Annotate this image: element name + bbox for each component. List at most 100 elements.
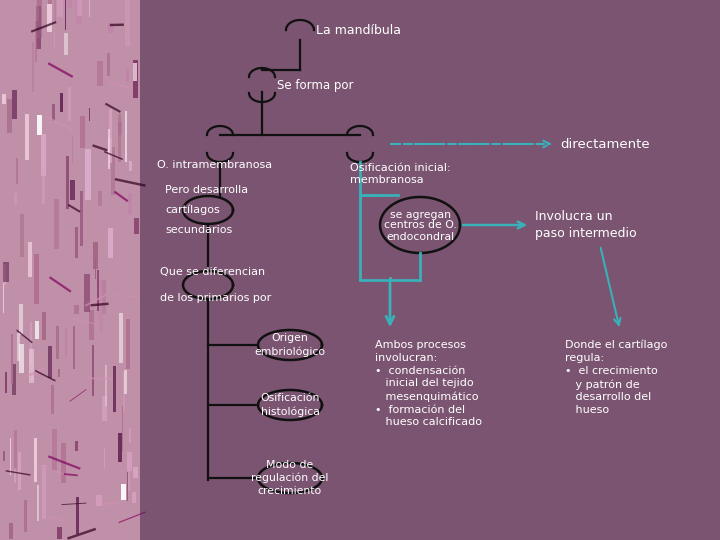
Bar bbox=[108, 138, 112, 153]
Bar bbox=[47, 4, 53, 32]
Bar bbox=[24, 114, 29, 160]
Bar bbox=[96, 62, 103, 86]
Bar bbox=[121, 484, 126, 500]
Bar bbox=[80, 116, 85, 148]
Bar bbox=[127, 69, 129, 82]
Bar bbox=[24, 500, 27, 532]
Bar bbox=[75, 441, 78, 451]
Bar bbox=[37, 114, 42, 134]
Bar bbox=[129, 161, 132, 171]
Bar bbox=[19, 305, 22, 335]
Bar bbox=[98, 191, 102, 206]
Bar bbox=[96, 495, 102, 506]
Text: se agregan: se agregan bbox=[390, 210, 451, 220]
Bar bbox=[133, 60, 138, 98]
Bar bbox=[41, 134, 45, 176]
Text: Osificación inicial:
membranosa: Osificación inicial: membranosa bbox=[350, 163, 451, 185]
Bar bbox=[27, 242, 32, 276]
Bar bbox=[71, 180, 76, 200]
Bar bbox=[2, 94, 6, 104]
Bar bbox=[65, 0, 66, 30]
Bar bbox=[125, 111, 127, 163]
Bar bbox=[14, 193, 17, 205]
Bar bbox=[42, 312, 45, 340]
Bar bbox=[35, 438, 37, 482]
Bar bbox=[54, 0, 56, 22]
Bar bbox=[127, 319, 130, 369]
Bar bbox=[127, 472, 128, 501]
Bar bbox=[109, 109, 112, 163]
Bar bbox=[128, 193, 132, 214]
Bar bbox=[48, 346, 52, 378]
Bar bbox=[102, 396, 107, 421]
Text: Que se diferencian: Que se diferencian bbox=[160, 267, 265, 277]
Bar bbox=[18, 452, 21, 490]
Text: Involucra un
paso intermedio: Involucra un paso intermedio bbox=[535, 211, 636, 240]
Bar bbox=[54, 199, 59, 249]
Bar bbox=[53, 429, 57, 471]
Bar bbox=[14, 468, 16, 483]
Text: Modo de
regulación del
crecimiento: Modo de regulación del crecimiento bbox=[251, 460, 329, 496]
Bar bbox=[80, 191, 83, 246]
Bar bbox=[133, 467, 138, 477]
Bar bbox=[134, 218, 139, 234]
Bar bbox=[102, 280, 106, 314]
Bar bbox=[35, 321, 39, 339]
Bar bbox=[29, 349, 34, 383]
Bar bbox=[125, 0, 130, 46]
Bar bbox=[61, 443, 66, 483]
Bar bbox=[68, 87, 71, 122]
Bar bbox=[108, 129, 109, 170]
Bar bbox=[72, 136, 73, 164]
Bar bbox=[3, 264, 6, 285]
Text: de los primarios por: de los primarios por bbox=[160, 293, 271, 303]
Text: Pero desarrolla: Pero desarrolla bbox=[165, 185, 248, 195]
Bar bbox=[119, 314, 123, 363]
Bar bbox=[75, 227, 78, 258]
Bar bbox=[3, 284, 4, 313]
Bar bbox=[74, 305, 78, 314]
Bar bbox=[9, 523, 12, 539]
Bar bbox=[113, 366, 116, 411]
Bar bbox=[93, 242, 98, 269]
Bar bbox=[32, 42, 35, 92]
Bar bbox=[42, 465, 45, 519]
Bar bbox=[108, 228, 113, 258]
Bar bbox=[117, 434, 122, 462]
Bar bbox=[6, 99, 12, 133]
Bar bbox=[57, 527, 62, 539]
Text: secundarios: secundarios bbox=[165, 225, 233, 235]
Bar bbox=[89, 0, 90, 17]
Bar bbox=[14, 430, 17, 470]
Bar bbox=[58, 0, 63, 17]
Bar bbox=[66, 156, 69, 208]
Bar bbox=[37, 485, 39, 522]
Bar bbox=[99, 279, 103, 333]
Bar bbox=[132, 492, 136, 503]
Bar bbox=[95, 259, 96, 279]
Bar bbox=[12, 90, 17, 119]
Bar bbox=[85, 149, 91, 200]
Bar bbox=[51, 385, 53, 414]
Bar bbox=[52, 104, 55, 122]
Bar bbox=[12, 363, 16, 395]
Bar bbox=[19, 214, 24, 258]
Bar bbox=[30, 322, 32, 365]
Bar bbox=[109, 23, 114, 33]
Bar bbox=[77, 0, 81, 16]
Bar bbox=[0, 0, 140, 540]
Text: cartílagos: cartílagos bbox=[165, 205, 220, 215]
Bar bbox=[76, 0, 81, 24]
Bar bbox=[48, 0, 52, 25]
Bar bbox=[11, 334, 13, 384]
Bar bbox=[9, 438, 12, 475]
Bar bbox=[73, 326, 75, 369]
Bar bbox=[55, 326, 59, 359]
Bar bbox=[65, 327, 66, 356]
Bar bbox=[112, 147, 115, 195]
Bar bbox=[3, 262, 9, 282]
Bar bbox=[35, 21, 37, 62]
Bar bbox=[118, 122, 122, 135]
Bar bbox=[133, 63, 137, 81]
Text: centros de O.: centros de O. bbox=[384, 220, 456, 230]
